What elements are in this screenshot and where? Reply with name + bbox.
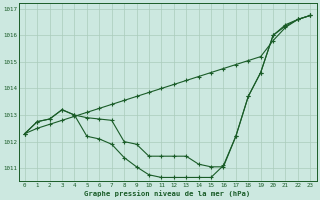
X-axis label: Graphe pression niveau de la mer (hPa): Graphe pression niveau de la mer (hPa) bbox=[84, 190, 251, 197]
